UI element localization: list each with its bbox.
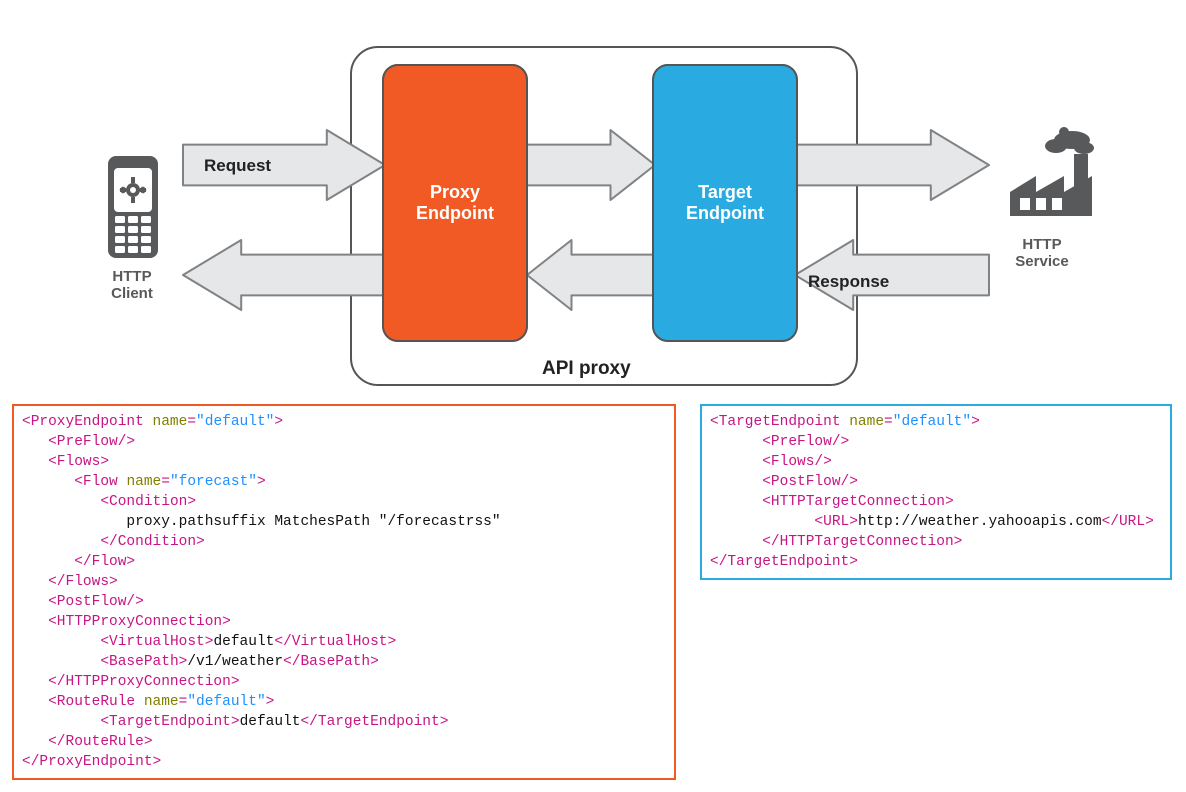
proxy-endpoint-box: Proxy Endpoint xyxy=(382,64,528,342)
http-client-label: HTTP Client xyxy=(96,268,168,302)
target-endpoint-xml: <TargetEndpoint name="default"> <PreFlow… xyxy=(700,404,1172,580)
proxy-endpoint-xml: <ProxyEndpoint name="default"> <PreFlow/… xyxy=(12,404,676,780)
factory-icon xyxy=(1004,126,1100,230)
proxy-endpoint-title-2: Endpoint xyxy=(416,203,494,224)
proxy-endpoint-title-1: Proxy xyxy=(430,182,480,203)
phone-icon xyxy=(106,154,160,260)
code-row: <ProxyEndpoint name="default"> <PreFlow/… xyxy=(12,404,1174,780)
target-endpoint-title-2: Endpoint xyxy=(686,203,764,224)
http-service-label: HTTP Service xyxy=(1006,236,1078,270)
response-label: Response xyxy=(808,272,889,292)
target-endpoint-title-1: Target xyxy=(698,182,752,203)
api-proxy-diagram: HTTP Client HTTP Service Proxy Endpoint xyxy=(12,12,1172,390)
api-proxy-label: API proxy xyxy=(542,358,631,380)
request-label: Request xyxy=(204,156,271,176)
target-endpoint-box: Target Endpoint xyxy=(652,64,798,342)
